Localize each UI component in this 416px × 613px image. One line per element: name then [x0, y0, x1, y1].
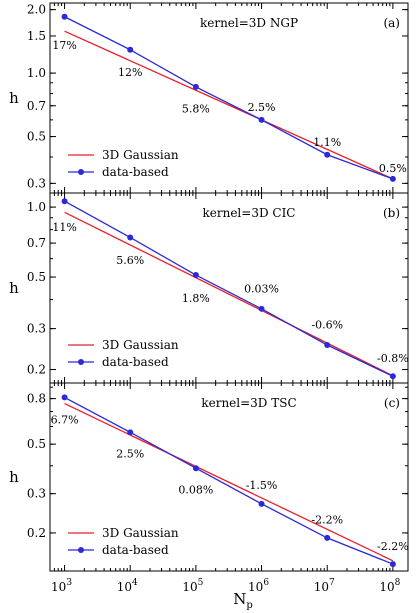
percent-annotation: -1.5% — [246, 479, 278, 492]
legend-label: data-based — [102, 543, 169, 557]
chart-panel: 0.3 0.5 0.7 1.0 1.5 2.0 h 17% 12% 5.8% 2.5% 1.1% 0.5… — [9, 2, 409, 194]
x-tick-label: 106 — [248, 578, 269, 594]
kernel-label: kernel=3D NGP — [200, 16, 298, 30]
data-point — [61, 13, 68, 20]
chart-panel: 0.2 0.3 0.5 0.7 1.0 h 11% 5.6% 1.8% 0.03% -0.6% -0.… — [9, 192, 409, 384]
x-tick-label: 104 — [117, 578, 138, 594]
percent-annotation: 1.8% — [182, 292, 210, 305]
percent-annotation: -2.2% — [377, 540, 409, 553]
percent-annotation: -0.6% — [311, 319, 343, 332]
legend-label: 3D Gaussian — [102, 526, 179, 540]
percent-annotation: 0.08% — [178, 484, 213, 497]
percent-annotation: 11% — [52, 221, 76, 234]
data-point — [61, 198, 68, 205]
data-point — [324, 342, 331, 349]
y-tick-label: 0.3 — [27, 176, 46, 190]
x-tick-label: 107 — [314, 578, 335, 594]
percent-annotation: -0.8% — [377, 352, 409, 365]
legend-label: 3D Gaussian — [102, 148, 179, 162]
data-point — [258, 305, 265, 312]
percent-annotation: 0.5% — [379, 162, 407, 175]
data-point — [192, 83, 199, 90]
y-tick-label: 0.2 — [27, 526, 46, 540]
data-point — [389, 561, 396, 568]
panel-tag: (c) — [384, 396, 400, 410]
percent-annotation: 5.8% — [182, 103, 210, 116]
panel-tag: (a) — [383, 16, 400, 30]
legend: 3D Gaussian data-based — [68, 526, 179, 557]
x-tick-label: 103 — [51, 578, 72, 594]
y-tick-label: 1.0 — [27, 66, 46, 80]
legend-label: data-based — [102, 355, 169, 369]
y-tick-label: 0.2 — [27, 363, 46, 377]
percent-annotation: 6.7% — [51, 413, 79, 426]
percent-annotation: 2.5% — [116, 448, 144, 461]
data-point — [324, 534, 331, 541]
y-tick-label: 0.5 — [27, 270, 46, 284]
series-line-data-based — [64, 396, 394, 565]
percent-annotation: 17% — [52, 39, 76, 52]
y-tick-label: 0.7 — [27, 236, 46, 250]
legend-label: 3D Gaussian — [102, 338, 179, 352]
percent-annotation: 1.1% — [313, 136, 341, 149]
percent-annotation: 2.5% — [248, 101, 276, 114]
series-line-data-based — [64, 16, 394, 180]
data-point — [258, 500, 265, 507]
data-point — [127, 46, 134, 53]
legend-marker — [78, 359, 84, 365]
plot-frame — [49, 382, 409, 572]
legend: 3D Gaussian data-based — [68, 148, 179, 179]
y-tick-label: 0.3 — [27, 322, 46, 336]
y-axis-title: h — [9, 468, 19, 486]
y-tick-label: 0.5 — [27, 130, 46, 144]
legend-label: data-based — [102, 165, 169, 179]
data-point — [324, 151, 331, 158]
x-tick-label: 105 — [182, 578, 203, 594]
panel-tag: (b) — [383, 206, 400, 220]
percent-annotation: 12% — [118, 66, 142, 79]
series-line-3d-gaussian — [64, 211, 394, 377]
y-tick-label: 1.5 — [27, 29, 46, 43]
series-line-data-based — [64, 200, 394, 377]
data-point — [192, 272, 199, 279]
percent-annotation: 5.6% — [116, 254, 144, 267]
series-line-3d-gaussian — [64, 403, 394, 562]
y-tick-label: 0.7 — [27, 99, 46, 113]
data-point — [258, 116, 265, 123]
legend-marker — [78, 169, 84, 175]
y-tick-label: 0.5 — [27, 437, 46, 451]
legend-marker — [78, 547, 84, 553]
data-point — [61, 394, 68, 401]
y-tick-label: 0.3 — [27, 487, 46, 501]
data-point — [127, 234, 134, 241]
y-tick-label: 2.0 — [27, 3, 46, 17]
y-axis-title: h — [9, 89, 19, 107]
y-axis-title: h — [9, 279, 19, 297]
y-tick-label: 1.0 — [27, 200, 46, 214]
x-tick-label: 108 — [379, 578, 400, 594]
kernel-label: kernel=3D CIC — [202, 206, 295, 220]
x-axis-title: Np — [233, 590, 253, 611]
data-point — [389, 175, 396, 182]
series-line-3d-gaussian — [64, 30, 394, 180]
data-point — [127, 429, 134, 436]
percent-annotation: -2.2% — [311, 514, 343, 527]
y-tick-label: 0.8 — [27, 392, 46, 406]
data-point — [192, 465, 199, 472]
chart-panel: 0.2 0.3 0.5 0.8 103 104 105 106 107 108 h 6.7% 2.5% 0… — [9, 382, 409, 594]
percent-annotation: 0.03% — [244, 282, 279, 295]
legend: 3D Gaussian data-based — [68, 338, 179, 369]
data-point — [389, 373, 396, 380]
kernel-label: kernel=3D TSC — [201, 396, 296, 410]
